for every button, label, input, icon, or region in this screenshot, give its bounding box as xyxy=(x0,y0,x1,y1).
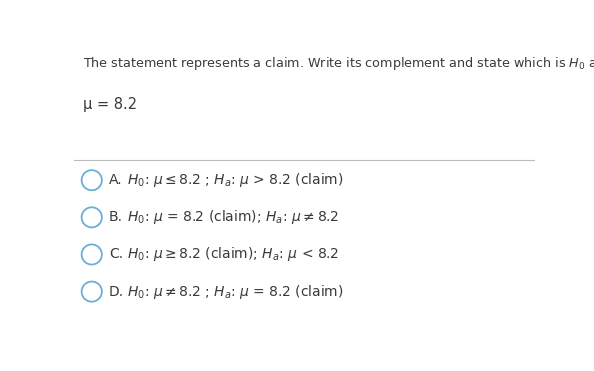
Text: The statement represents a claim. Write its complement and state which is $H_0$ : The statement represents a claim. Write … xyxy=(83,55,594,72)
Text: μ = 8.2: μ = 8.2 xyxy=(83,97,137,112)
Text: $H_0$: $\mu\neq$8.2 ; $H_a$: $\mu$ = 8.2 (claim): $H_0$: $\mu\neq$8.2 ; $H_a$: $\mu$ = 8.2… xyxy=(127,283,344,301)
Text: $H_0$: $\mu$ = 8.2 (claim); $H_a$: $\mu\neq$8.2: $H_0$: $\mu$ = 8.2 (claim); $H_a$: $\mu\… xyxy=(127,209,339,226)
Text: B.: B. xyxy=(109,210,123,224)
Text: A.: A. xyxy=(109,173,122,187)
Text: D.: D. xyxy=(109,285,124,299)
Text: $H_0$: $\mu\leq$8.2 ; $H_a$: $\mu$ > 8.2 (claim): $H_0$: $\mu\leq$8.2 ; $H_a$: $\mu$ > 8.2… xyxy=(127,171,344,189)
Text: $H_0$: $\mu\geq$8.2 (claim); $H_a$: $\mu$ < 8.2: $H_0$: $\mu\geq$8.2 (claim); $H_a$: $\mu… xyxy=(127,246,339,263)
Text: C.: C. xyxy=(109,247,123,262)
